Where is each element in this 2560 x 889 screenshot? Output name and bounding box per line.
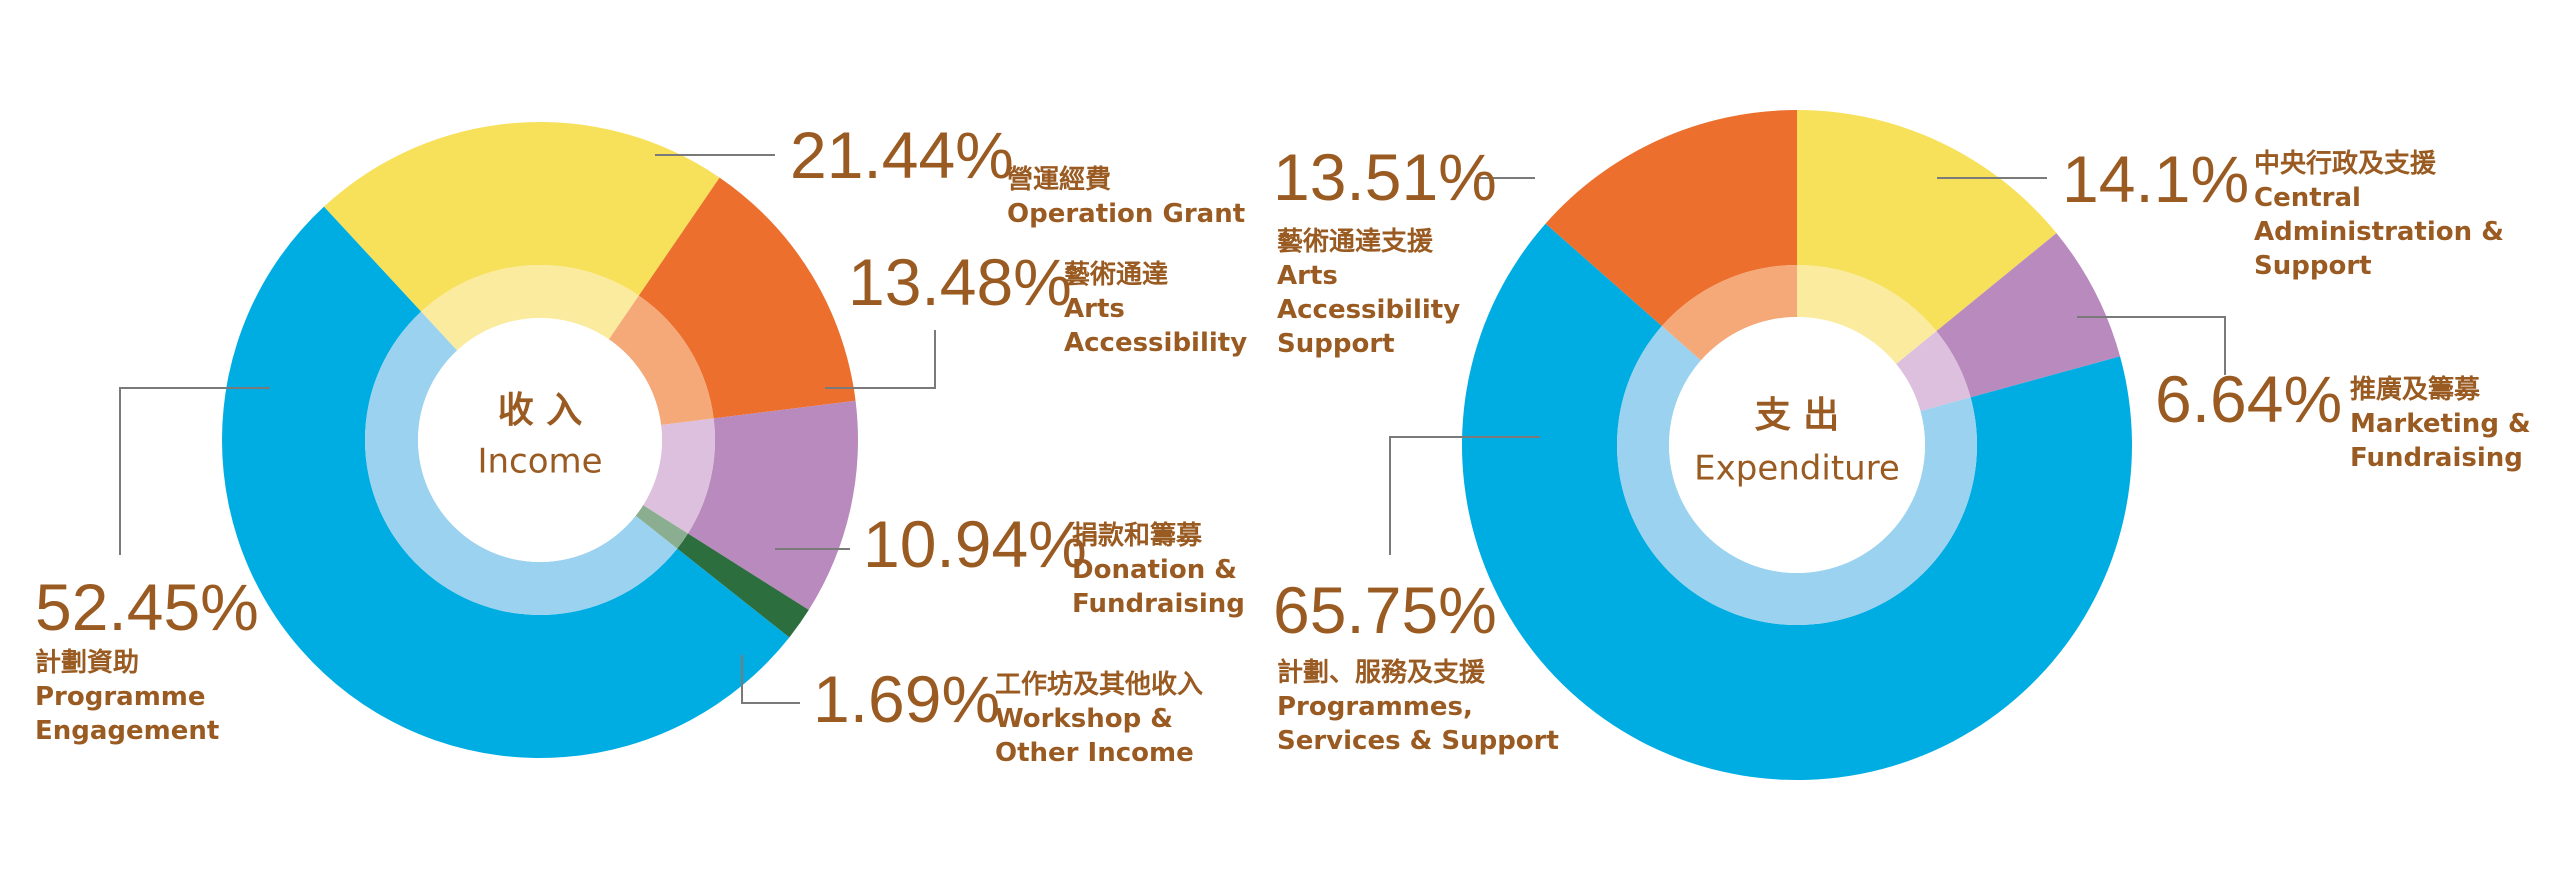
slice-inner-1-1 [421, 265, 639, 351]
category-label-en: Marketing & [2350, 409, 2531, 439]
category-label-en: Accessibility [1277, 295, 1460, 325]
category-label-zh: 捐款和籌募 [1072, 520, 1203, 551]
leader-line [119, 387, 270, 555]
percent-label: 14.1% [2062, 142, 2249, 216]
category-label-en: Operation Grant [1007, 199, 1245, 229]
slice-inner-2-3 [1616, 326, 1977, 625]
slice-outer-2-4 [1545, 110, 1797, 327]
category-label-en: Other Income [995, 738, 1194, 768]
center-label-zh: 收 入 [498, 390, 583, 431]
leader-line [741, 655, 800, 704]
category-label-en: Arts [1277, 261, 1338, 291]
category-label-zh: 計劃資助 [35, 647, 139, 678]
percent-label: 21.44% [790, 118, 1014, 192]
slice-outer-1-2 [638, 177, 856, 419]
category-label-zh: 工作坊及其他收入 [995, 669, 1203, 700]
category-label-en: Fundraising [2350, 443, 2523, 473]
center-label-zh: 支 出 [1755, 395, 1840, 436]
category-label-en: Fundraising [1072, 589, 1245, 619]
slice-outer-2-1 [1797, 110, 2057, 332]
category-label-en: Workshop & [995, 704, 1173, 734]
leader-line [825, 330, 936, 389]
slice-inner-2-2 [1896, 331, 1971, 412]
slice-outer-2-3 [1462, 223, 2132, 780]
category-label-zh: 中央行政及支援 [2254, 148, 2437, 179]
category-label-zh: 推廣及籌募 [2350, 374, 2481, 405]
category-label-en: Support [1277, 329, 1395, 359]
leader-line [2077, 316, 2226, 375]
category-label-en: Services & Support [1277, 726, 1559, 756]
slice-inner-1-5 [364, 311, 678, 616]
category-label-en: Engagement [35, 716, 219, 746]
slice-outer-1-3 [687, 400, 858, 610]
center-label-en: Expenditure [1694, 449, 1900, 489]
category-label-en: Central [2254, 183, 2361, 213]
percent-label: 6.64% [2155, 362, 2342, 436]
donut-chart-1: 收 入 Income 21.44%營運經費 Operation Grant 13.48%… [35, 118, 1247, 768]
slice-inner-2-1 [1797, 265, 1937, 365]
category-label-en: Programmes, [1277, 692, 1473, 722]
percent-label: 52.45% [35, 570, 259, 644]
percent-label: 13.48% [848, 245, 1072, 319]
donut-chart-2: 支 出 Expenditure 14.1% 中央行政及支援 Central Adminis… [1273, 110, 2531, 780]
category-label-zh: 營運經費 [1007, 164, 1111, 195]
category-label-en: Donation & [1072, 555, 1237, 585]
slice-inner-1-3 [643, 418, 715, 534]
category-label-zh: 計劃、服務及支援 [1277, 657, 1486, 688]
donut-hole [418, 318, 662, 562]
category-label-en: Accessibility [1064, 328, 1247, 358]
slice-outer-1-5 [221, 206, 790, 759]
leader-line [1389, 436, 1540, 555]
category-label-en: Programme [35, 682, 206, 712]
slice-outer-2-2 [1936, 233, 2121, 398]
category-label-en: Arts [1064, 294, 1125, 324]
slice-inner-1-4 [635, 505, 688, 549]
percent-label: 65.75% [1273, 573, 1497, 647]
donut-hole [1669, 317, 1925, 573]
percent-label: 10.94% [863, 507, 1087, 581]
category-label-en: Administration & [2254, 217, 2504, 247]
slice-outer-1-4 [677, 533, 809, 638]
slice-inner-2-4 [1661, 265, 1797, 361]
slice-outer-1-1 [323, 121, 720, 312]
category-label-en: Support [2254, 251, 2372, 281]
category-label-zh: 藝術通達 [1064, 260, 1168, 290]
slice-inner-1-2 [608, 295, 714, 425]
percent-label: 1.69% [813, 662, 1000, 736]
center-label-en: Income [477, 442, 602, 482]
category-label-zh: 藝術通達支援 [1277, 227, 1434, 257]
percent-label: 13.51% [1273, 140, 1497, 214]
